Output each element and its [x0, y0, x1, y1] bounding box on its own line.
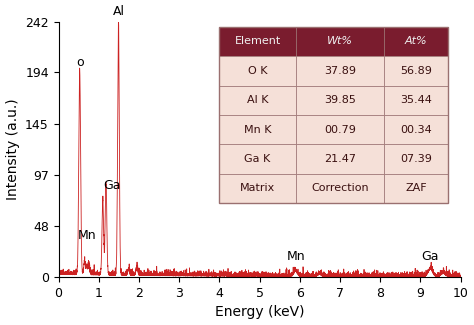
Bar [384, 56, 448, 85]
Bar [384, 27, 448, 56]
Bar [296, 115, 384, 144]
Text: O K: O K [248, 66, 267, 76]
Text: ZAF: ZAF [405, 183, 427, 193]
Text: Ga: Ga [421, 251, 439, 264]
Text: 00.34: 00.34 [401, 124, 432, 135]
Bar [296, 56, 384, 85]
Bar [219, 85, 296, 115]
Y-axis label: Intensity (a.u.): Intensity (a.u.) [6, 98, 19, 200]
Bar [219, 27, 296, 56]
Text: 39.85: 39.85 [324, 95, 356, 105]
Text: Ga K: Ga K [245, 154, 271, 164]
Text: Mn K: Mn K [244, 124, 271, 135]
Bar [296, 85, 384, 115]
Bar [219, 56, 296, 85]
Bar [219, 174, 296, 203]
Text: Element: Element [235, 36, 281, 46]
Bar [219, 27, 448, 203]
Bar [384, 144, 448, 174]
Text: At%: At% [405, 36, 428, 46]
Text: 56.89: 56.89 [401, 66, 432, 76]
Bar [296, 144, 384, 174]
Text: Matrix: Matrix [240, 183, 275, 193]
Bar [384, 115, 448, 144]
Bar [219, 115, 296, 144]
Text: Mn: Mn [286, 251, 305, 264]
Text: Correction: Correction [311, 183, 369, 193]
Text: Al K: Al K [247, 95, 268, 105]
Text: Al: Al [112, 6, 125, 19]
Text: Mn: Mn [78, 229, 97, 242]
Bar [384, 174, 448, 203]
Text: 37.89: 37.89 [324, 66, 356, 76]
Text: 00.79: 00.79 [324, 124, 356, 135]
X-axis label: Energy (keV): Energy (keV) [215, 306, 304, 319]
Bar [296, 27, 384, 56]
Text: Wt%: Wt% [327, 36, 353, 46]
Text: o: o [76, 56, 83, 69]
Bar [296, 174, 384, 203]
Text: 21.47: 21.47 [324, 154, 356, 164]
Bar [219, 144, 296, 174]
Text: 07.39: 07.39 [401, 154, 432, 164]
Bar [384, 85, 448, 115]
Text: Ga: Ga [104, 179, 121, 192]
Text: 35.44: 35.44 [401, 95, 432, 105]
